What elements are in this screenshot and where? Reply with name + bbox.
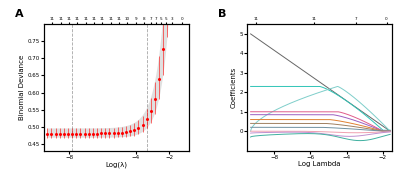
Y-axis label: Binomial Deviance: Binomial Deviance (19, 55, 25, 120)
Text: B: B (218, 9, 226, 19)
X-axis label: Log Lambda: Log Lambda (298, 161, 341, 167)
Y-axis label: Coefficients: Coefficients (230, 67, 236, 108)
Text: A: A (15, 9, 24, 19)
X-axis label: Log(λ): Log(λ) (106, 161, 128, 168)
